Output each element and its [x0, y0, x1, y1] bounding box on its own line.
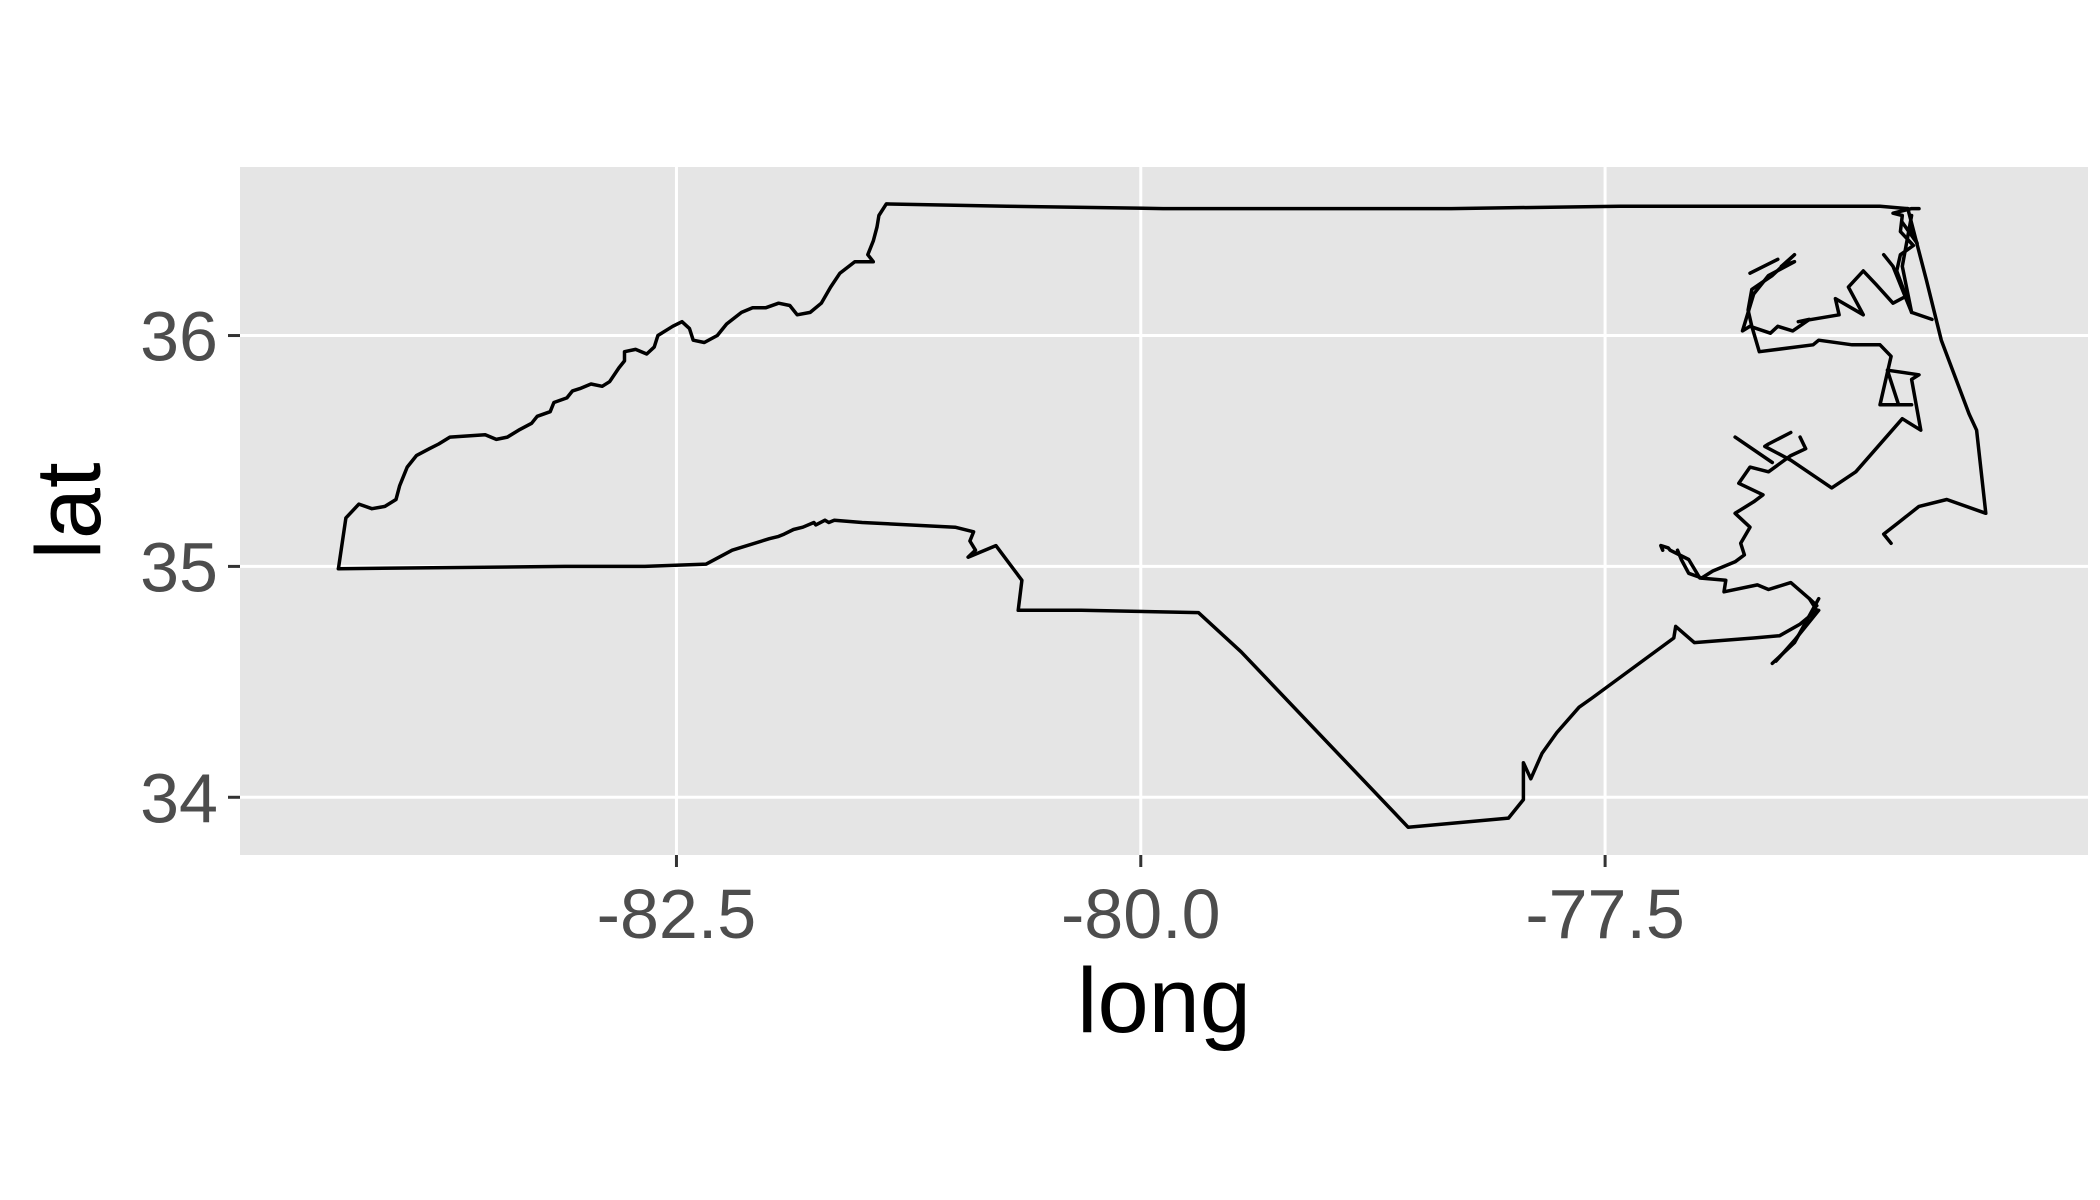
x-axis-title: long [1077, 950, 1251, 1052]
boundary-segment [336, 202, 1910, 571]
x-tick-label: -82.5 [597, 875, 757, 953]
y-axis-ticks: 34 35 36 [140, 298, 240, 837]
state-outline [336, 202, 1988, 830]
plot-panel [240, 167, 2088, 855]
boundary-segment [1748, 257, 1780, 275]
x-tick-label: -77.5 [1525, 875, 1685, 953]
boundary-segment [1675, 435, 1808, 580]
boundary-segment [1900, 220, 1919, 245]
y-tick-label: 36 [140, 298, 218, 376]
boundary-segment [1746, 252, 1923, 490]
x-tick-label: -80.0 [1061, 875, 1221, 953]
y-axis-title: lat [18, 462, 120, 559]
x-axis-ticks: -82.5 -80.0 -77.5 [597, 855, 1685, 953]
boundary-segment [1659, 543, 1812, 601]
y-tick-label: 34 [140, 759, 218, 837]
boundary-segment [1881, 252, 1934, 322]
boundary-segment [1740, 206, 1921, 335]
boundary-segment [1774, 608, 1821, 663]
boundary-segment [1733, 435, 1775, 465]
boundary-segment [1881, 206, 1988, 546]
y-tick-label: 35 [140, 528, 218, 606]
boundary-segment [336, 518, 1819, 830]
